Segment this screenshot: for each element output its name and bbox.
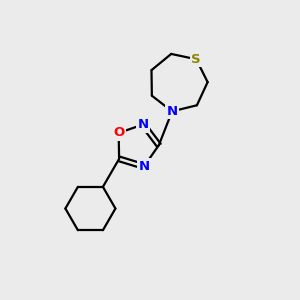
Text: O: O [113, 126, 124, 140]
Text: N: N [138, 118, 149, 131]
Text: N: N [138, 160, 149, 173]
Text: S: S [191, 53, 201, 66]
Text: N: N [167, 105, 178, 118]
